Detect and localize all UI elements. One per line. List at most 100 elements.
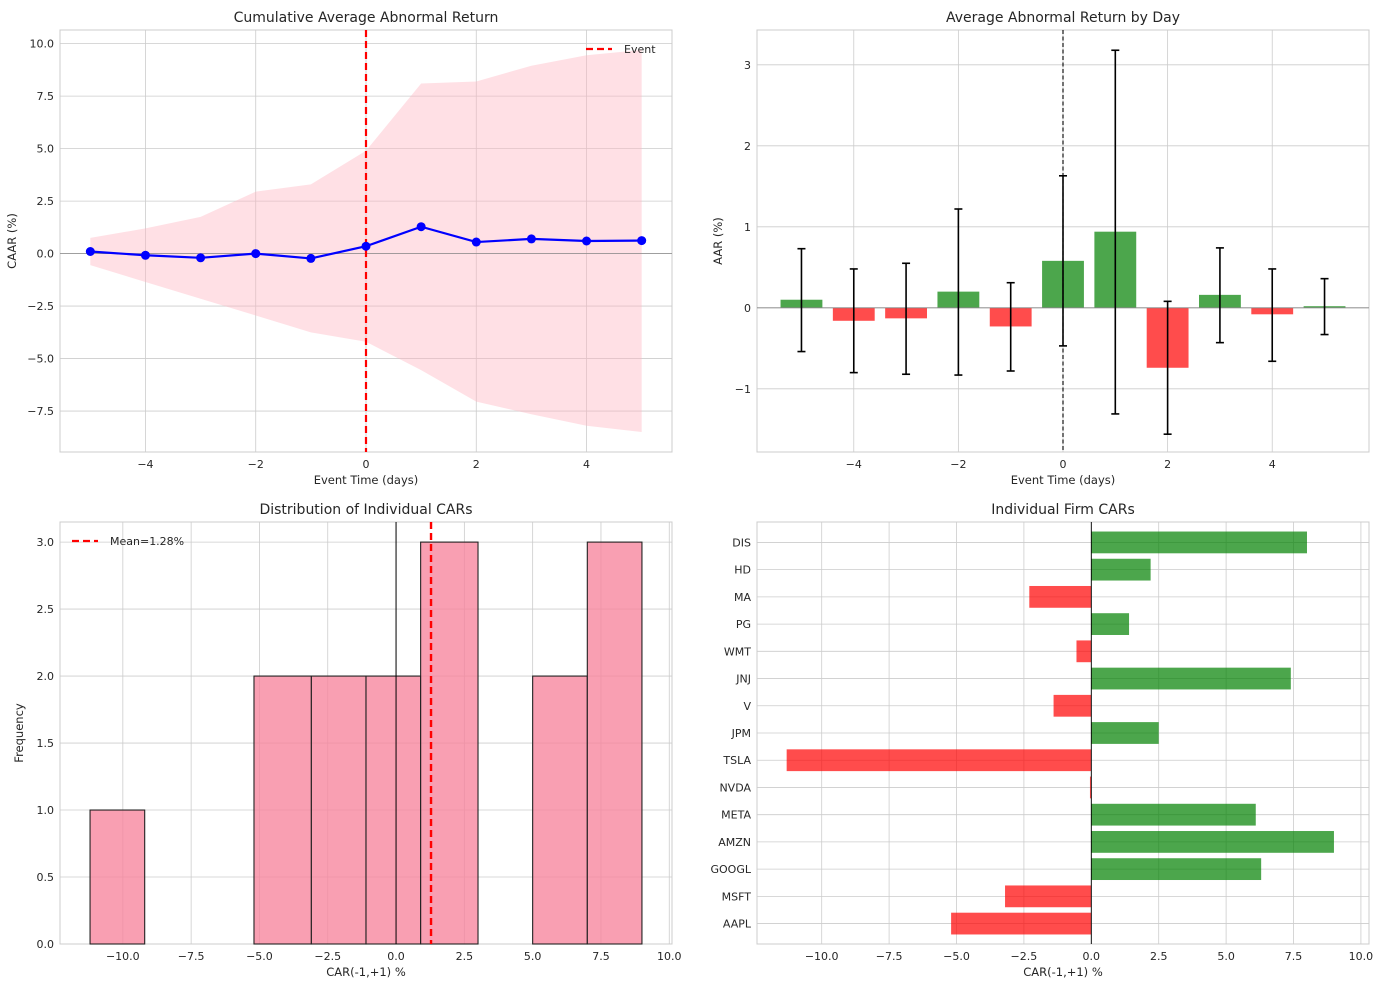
- y-axis-label: Frequency: [12, 703, 26, 763]
- x-tick-label: 4: [583, 458, 590, 471]
- firm-bar: [1091, 558, 1151, 581]
- firm-label: MSFT: [722, 890, 752, 903]
- x-tick-label: 2: [473, 458, 480, 471]
- y-tick-label: −2.5: [27, 300, 54, 313]
- x-tick-label: 7.5: [1285, 950, 1303, 963]
- firm-label: PG: [736, 618, 751, 631]
- x-tick-label: 2.5: [456, 950, 474, 963]
- firm-bar: [1091, 722, 1159, 744]
- y-tick-label: 2.5: [37, 603, 55, 616]
- x-tick-label: 7.5: [592, 950, 610, 963]
- x-axis-label: Event Time (days): [1011, 473, 1116, 487]
- y-axis-label: AAR (%): [711, 217, 725, 265]
- axes-frame: [756, 521, 1370, 945]
- y-tick-label: 0.0: [37, 938, 55, 951]
- x-tick-label: −7.5: [876, 950, 903, 963]
- x-tick-label: 0: [1060, 458, 1067, 471]
- y-tick-label: 3.0: [37, 536, 55, 549]
- x-tick-label: 4: [1269, 458, 1276, 471]
- x-tick-label: 2.5: [1150, 950, 1168, 963]
- y-tick-label: 1.0: [37, 804, 55, 817]
- legend-label-event: Event: [624, 43, 656, 56]
- firm-bar: [1076, 640, 1092, 663]
- firm-label: NVDA: [719, 781, 751, 794]
- caar-point: [85, 246, 95, 256]
- chart-histogram: −10.0 −7.5 −5.0 −2.5 0.0 2.5 5.0 7.5 10.0 0.0 0.5 1…: [12, 502, 682, 979]
- caar-point: [637, 236, 647, 246]
- x-tick-label: −2.5: [1011, 950, 1038, 963]
- firm-bar: [786, 749, 1092, 772]
- x-tick-label: 2: [1164, 458, 1171, 471]
- caar-point: [416, 222, 426, 232]
- x-tick-label: 0.0: [387, 950, 405, 963]
- y-tick-label: 2.5: [37, 195, 55, 208]
- x-tick-label: 10.0: [657, 950, 682, 963]
- firm-bar: [1091, 613, 1130, 635]
- firm-bar: [1089, 776, 1092, 799]
- x-tick-label: 5.0: [524, 950, 542, 963]
- firm-label: WMT: [724, 645, 751, 658]
- x-tick-label: 5.0: [1217, 950, 1235, 963]
- caar-point: [471, 237, 481, 247]
- y-tick-label: 0.5: [37, 871, 55, 884]
- firm-label: MA: [734, 591, 751, 604]
- firm-label: META: [721, 809, 751, 822]
- x-tick-label: −2: [248, 458, 264, 471]
- y-tick-label: 2: [744, 140, 751, 153]
- y-tick-label: 1: [744, 221, 751, 234]
- firm-label: JPM: [731, 727, 751, 740]
- x-tick-label: 0.0: [1083, 950, 1101, 963]
- histogram-bar: [365, 675, 422, 945]
- firm-label: GOOGL: [711, 863, 752, 876]
- legend-label-mean: Mean=1.28%: [110, 535, 184, 548]
- y-tick-label: 3: [744, 59, 751, 72]
- histogram-bar: [586, 541, 643, 945]
- histogram-bar: [420, 541, 479, 945]
- firm-bar: [1091, 858, 1262, 881]
- firm-label: AMZN: [718, 836, 751, 849]
- chart-title: Average Abnormal Return by Day: [946, 10, 1180, 26]
- chart-caar: −4 −2 0 2 4 −7.5 −5.0 −2.5 0.0 2.5 5.0 7.5 10.0 Cumul…: [5, 10, 673, 487]
- firm-label: JNJ: [735, 673, 751, 686]
- firm-bar: [951, 912, 1092, 935]
- y-axis-label: CAAR (%): [5, 213, 19, 269]
- x-tick-label: −7.5: [178, 950, 205, 963]
- x-tick-label: −10.0: [805, 950, 839, 963]
- caar-point: [526, 234, 536, 244]
- x-axis-label: Event Time (days): [314, 473, 419, 487]
- x-tick-label: −2: [950, 458, 966, 471]
- x-tick-label: −5.0: [943, 950, 970, 963]
- chart-title: Distribution of Individual CARs: [259, 502, 472, 518]
- firm-label: TSLA: [722, 754, 751, 767]
- firm-label: V: [743, 700, 751, 713]
- y-tick-label: −7.5: [27, 405, 54, 418]
- histogram-bar: [310, 675, 367, 945]
- caar-point: [196, 253, 206, 263]
- chart-title: Cumulative Average Abnormal Return: [234, 10, 499, 26]
- x-tick-label: −2.5: [314, 950, 341, 963]
- firm-label: DIS: [732, 536, 751, 549]
- firm-bar: [1091, 531, 1307, 554]
- chart-title: Individual Firm CARs: [991, 502, 1135, 518]
- x-tick-label: 10.0: [1349, 950, 1374, 963]
- firm-bar: [1029, 585, 1092, 608]
- firm-bar: [1005, 885, 1092, 908]
- firm-label: AAPL: [723, 918, 752, 931]
- caar-point: [140, 250, 150, 260]
- caar-point: [361, 241, 371, 251]
- y-tick-label: −1: [735, 383, 751, 396]
- y-tick-label: −5.0: [27, 353, 54, 366]
- firm-bar: [1091, 803, 1256, 826]
- x-tick-label: −4: [846, 458, 862, 471]
- firm-label: HD: [734, 564, 751, 577]
- firm-bar: [1053, 694, 1092, 717]
- x-axis-label: CAR(-1,+1) %: [326, 965, 406, 979]
- histogram-bar: [532, 675, 588, 945]
- x-axis-label: CAR(-1,+1) %: [1023, 965, 1103, 979]
- y-tick-label: 5.0: [37, 143, 55, 156]
- chart-aar: −4 −2 0 2 4 −1 0 1 2 3 Average Abnormal Return by …: [711, 10, 1370, 487]
- firm-bar: [1091, 667, 1291, 690]
- y-tick-label: 2.0: [37, 670, 55, 683]
- histogram-bar: [89, 809, 146, 945]
